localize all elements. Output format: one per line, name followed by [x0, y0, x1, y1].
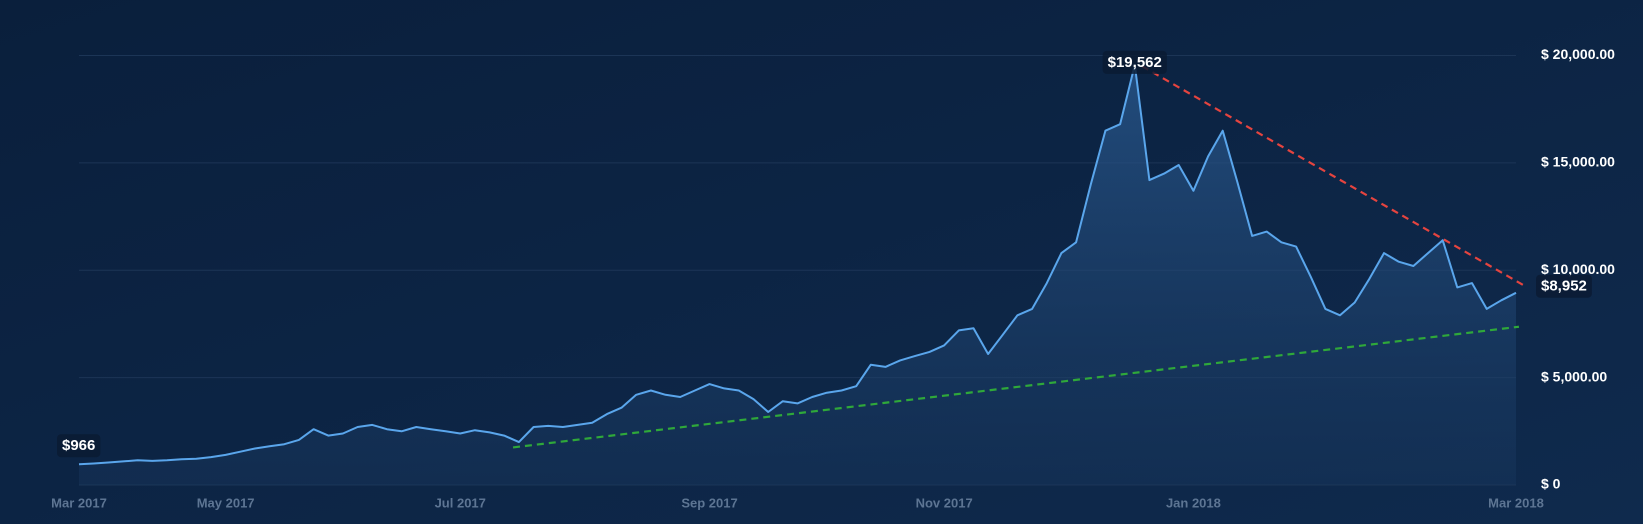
price-line	[78, 63, 1517, 466]
area-fill	[79, 64, 1516, 486]
y-tick-label: $ 10,000.00	[1541, 261, 1615, 277]
trend-line	[1141, 65, 1526, 287]
value-label: $8,952	[1541, 278, 1587, 295]
x-tick-label: Sep 2017	[681, 495, 737, 510]
x-tick-label: Jan 2018	[1166, 495, 1221, 510]
x-tick-label: Jul 2017	[435, 495, 486, 510]
value-label: $19,562	[1108, 54, 1162, 71]
y-tick-label: $ 15,000.00	[1541, 154, 1615, 170]
y-tick-label: $ 20,000.00	[1541, 46, 1615, 62]
trend-line	[512, 325, 1520, 449]
label-box	[1536, 274, 1592, 298]
plot	[78, 63, 1526, 486]
x-tick-label: Nov 2017	[916, 495, 973, 510]
x-tick-label: Mar 2017	[51, 495, 107, 510]
y-tick-label: $ 5,000.00	[1541, 368, 1607, 384]
y-tick-label: $ 0	[1541, 476, 1561, 492]
x-tick-label: May 2017	[197, 495, 255, 510]
x-tick-label: Mar 2018	[1488, 495, 1544, 510]
label-box	[1102, 50, 1167, 74]
labels: $ 0 $ 5,000.00 $ 10,000.00 $ 15,000.00 $ 20,…	[51, 46, 1615, 510]
label-box	[57, 434, 101, 458]
value-label: $966	[62, 437, 95, 454]
